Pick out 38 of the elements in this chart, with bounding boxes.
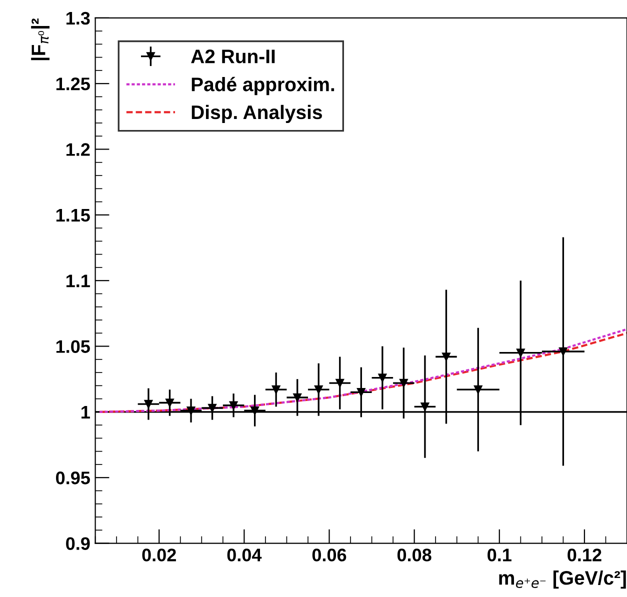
point (442, 352, 450, 361)
point (208, 404, 216, 412)
point (474, 385, 482, 394)
point (516, 348, 525, 357)
point (186, 406, 196, 415)
point (272, 385, 280, 394)
y-tick-label: 1.15 (56, 209, 90, 222)
x-tick-label: 0.06 (312, 548, 346, 562)
point (378, 374, 387, 382)
x-tick-label: 0.1 (488, 548, 512, 562)
legend-label: Disp. Analysis (192, 104, 322, 124)
point (229, 401, 238, 410)
point (144, 400, 153, 408)
point (314, 385, 323, 394)
y-tick-label: 1.05 (56, 340, 90, 353)
y-tick-label: 0.9 (66, 537, 90, 550)
y-tick-label: 1 (82, 406, 90, 418)
y-axis-title: |F$_{π⁰}$|² (31, 18, 50, 60)
legend-label: A2 Run-II (191, 50, 275, 64)
x-tick-label: 0.12 (568, 548, 602, 562)
point (420, 402, 430, 411)
x-axis-title: m$_{e⁺e⁻}$ [GeV/c²] (499, 570, 626, 589)
y-tick-label: 1.2 (66, 143, 90, 156)
point (356, 388, 366, 396)
point (293, 393, 302, 402)
x-tick-label: 0.02 (142, 548, 176, 562)
point (166, 398, 174, 407)
legend-label: Padé approxim. (192, 76, 334, 96)
point (250, 406, 259, 415)
x-tick-label: 0.04 (227, 548, 262, 562)
y-tick-label: 1.25 (56, 78, 90, 90)
y-tick-label: 1.1 (66, 274, 90, 288)
point (559, 347, 568, 356)
point (336, 378, 344, 388)
point (400, 378, 408, 388)
y-tick-label: 0.95 (56, 472, 90, 484)
x-tick-label: 0.08 (397, 548, 432, 562)
y-tick-label: 1.3 (66, 12, 90, 25)
